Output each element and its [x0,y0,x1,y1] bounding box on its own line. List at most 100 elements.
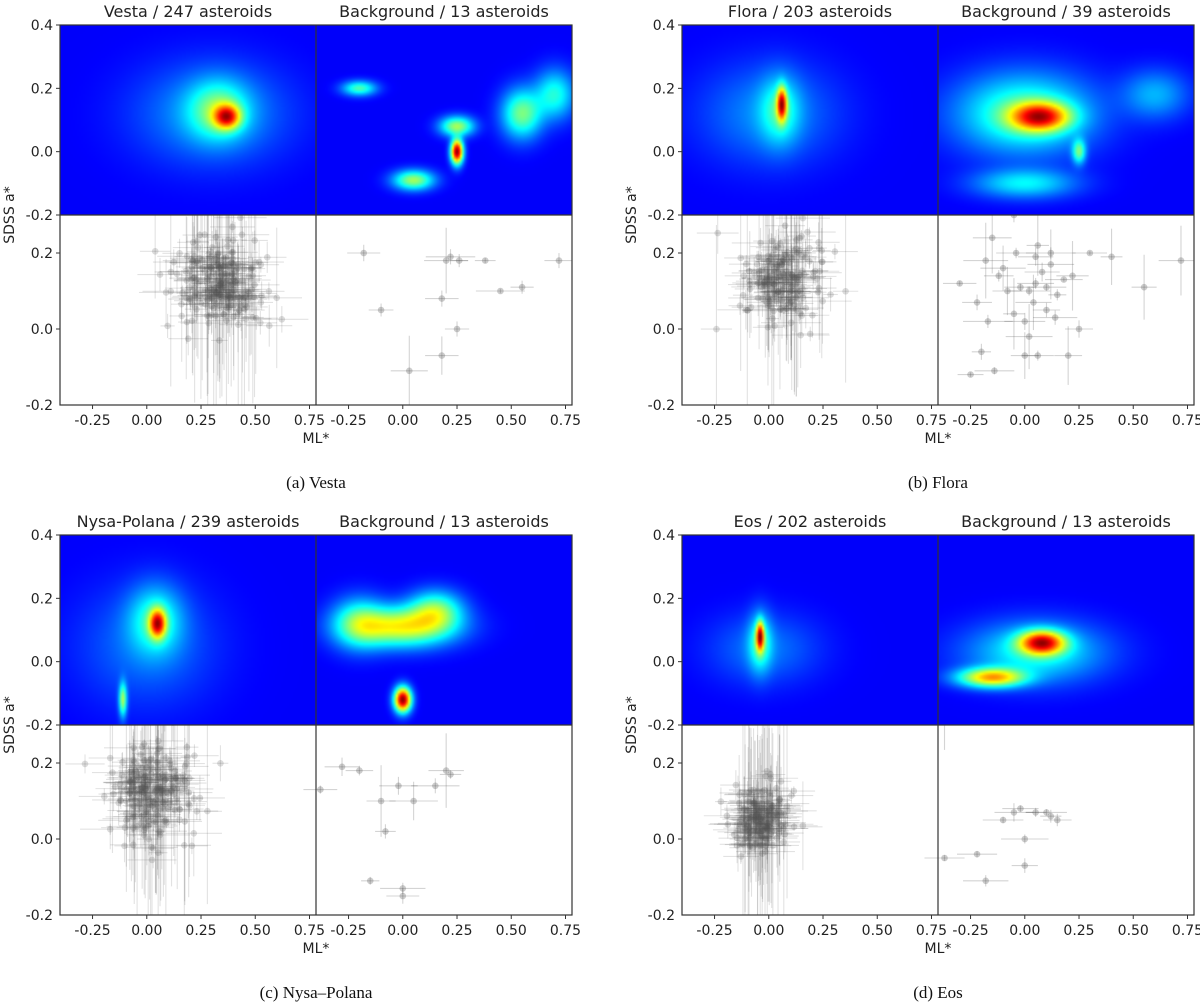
family-data-point [772,282,823,302]
family-data-point [111,752,134,773]
family-data-point [140,778,153,816]
family-data-point [735,828,764,848]
family-data-point [180,271,199,280]
family-data-point [118,773,143,810]
family-data-point [194,261,239,270]
family-data-point [740,725,787,885]
family-data-point [134,795,161,816]
family-data-point [741,255,752,273]
family-data-point [779,272,822,310]
background-data-point [1025,247,1076,259]
family-data-point [130,763,190,907]
x-tick-label: 0.50 [862,923,893,939]
family-data-point [209,282,222,293]
background-data-point [544,253,572,269]
family-data-point [738,821,753,854]
family-data-point [744,215,792,350]
family-data-point [802,262,833,295]
family-data-point [197,287,227,311]
family-data-point [729,799,781,825]
family-data-point [749,784,785,873]
family-data-point [765,725,803,915]
family-data-point [155,725,177,915]
family-data-point [729,740,780,871]
family-data-point [210,221,255,233]
family-data-point [65,754,105,774]
family-data-point [125,824,163,846]
family-data-point [760,280,796,303]
family-data-point [765,215,806,244]
family-data-point [738,258,760,285]
family-data-point [127,789,177,915]
family-data-point [189,286,234,303]
background-data-point [1025,807,1046,817]
family-data-point [729,728,778,873]
family-data-point [765,265,788,290]
family-data-point [127,725,161,792]
family-data-point [776,254,808,296]
family-data-point [742,215,784,304]
family-data-point [204,215,256,337]
family-data-point [740,812,752,830]
family-data-point [744,736,759,897]
background-data-point [1065,320,1093,338]
family-data-point [139,215,171,299]
family-data-point [754,788,780,864]
family-data-point [178,301,196,343]
family-data-point [218,276,239,318]
family-data-point [785,296,796,310]
family-data-point [208,242,228,268]
family-data-point [237,220,255,362]
background-data-point [942,280,977,287]
family-data-point [151,746,174,804]
family-data-point [761,238,790,262]
family-data-point [202,281,238,291]
family-data-point [211,268,233,311]
family-data-point [778,274,794,283]
x-tick-label: -0.25 [330,413,366,429]
family-panel-title: Nysa-Polana / 239 asteroids [77,512,300,531]
family-data-point [762,755,794,876]
family-data-point [733,798,774,828]
family-data-point [109,762,169,794]
family-data-point [724,807,773,830]
family-data-point [208,290,244,303]
family-data-point [109,775,161,811]
background-data-point [1005,304,1053,370]
family-data-point [215,215,225,399]
family-data-point [738,811,761,855]
family-data-point [784,241,827,273]
family-data-point [753,279,781,306]
family-data-point [177,215,237,373]
background-scatter-errorbars [303,733,464,904]
family-data-point [744,779,789,824]
family-data-point [126,725,167,866]
family-data-point [772,215,811,361]
family-data-point [758,236,793,292]
family-data-point [139,780,187,800]
x-tick-label: 0.75 [1172,923,1200,939]
family-data-point [121,748,144,783]
family-data-point [212,215,240,310]
family-data-point [169,265,218,291]
family-data-point [91,725,133,853]
family-data-point [738,778,777,804]
family-data-point [759,225,798,306]
family-data-point [229,215,280,398]
family-data-point [135,789,177,820]
y-tick-label: 0.4 [653,18,675,34]
family-data-point [125,790,154,819]
family-data-point [738,740,780,886]
family-data-point [228,277,264,314]
family-data-point [749,798,759,842]
family-data-point [240,215,263,355]
family-data-point [184,792,204,805]
family-density-heatmap [60,25,316,215]
family-data-point [777,281,814,313]
family-data-point [742,287,753,333]
family-data-point [203,242,236,294]
family-data-point [760,294,779,309]
family-data-point [175,248,208,286]
y-tick-label: -0.2 [648,208,675,224]
family-data-point [811,243,858,260]
